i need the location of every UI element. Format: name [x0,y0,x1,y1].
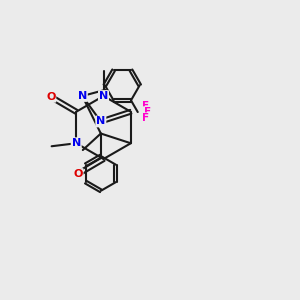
Text: N: N [78,91,87,101]
Text: F: F [142,113,149,123]
Text: O: O [46,92,56,102]
Text: F: F [144,107,151,117]
Text: O: O [73,169,83,179]
Text: N: N [99,91,108,101]
Text: N: N [72,138,81,148]
Text: F: F [142,101,149,111]
Text: N: N [96,116,105,127]
